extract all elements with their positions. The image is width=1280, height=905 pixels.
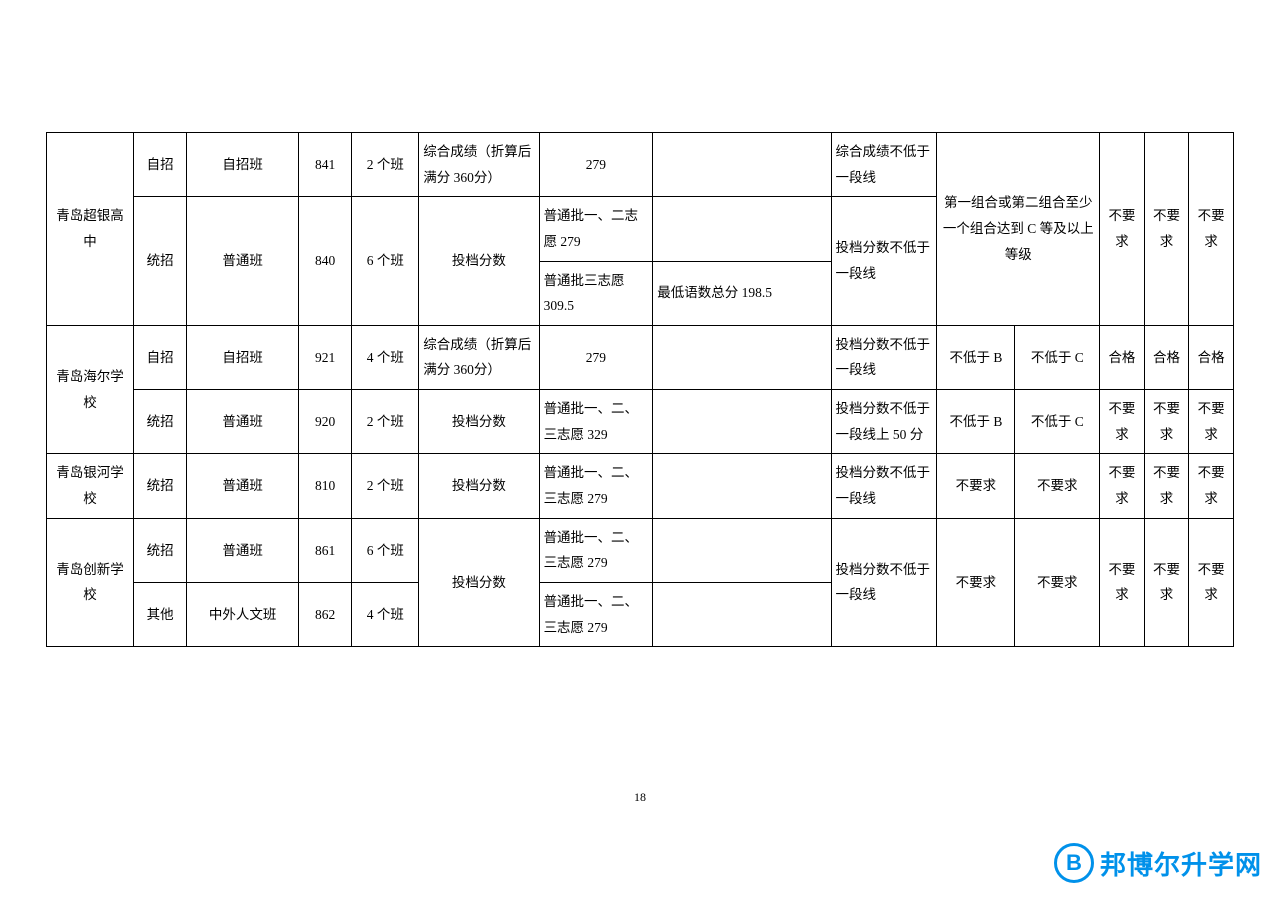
- enroll-type: 统招: [133, 518, 186, 582]
- score-label: 投档分数: [419, 197, 539, 326]
- table-row: 青岛创新学校 统招 普通班 861 6 个班 投档分数 普通批一、二、三志愿 2…: [47, 518, 1234, 582]
- req1: 投档分数不低于一段线: [831, 518, 937, 647]
- class-name: 自招班: [187, 325, 298, 389]
- batch: 279: [539, 325, 653, 389]
- req-c11: 不要求: [1015, 454, 1100, 518]
- table-row: 青岛银河学校 统招 普通班 810 2 个班 投档分数 普通批一、二、三志愿 2…: [47, 454, 1234, 518]
- class-count: 2 个班: [352, 133, 419, 197]
- code: 810: [298, 454, 351, 518]
- note: [653, 133, 831, 197]
- req-c13: 不要求: [1144, 518, 1189, 647]
- class-count: 2 个班: [352, 454, 419, 518]
- class-count: 4 个班: [352, 582, 419, 646]
- code: 862: [298, 582, 351, 646]
- req-c11: 不低于 C: [1015, 390, 1100, 454]
- document-page: 青岛超银高中 自招 自招班 841 2 个班 综合成绩（折算后满分 360分） …: [0, 0, 1280, 647]
- watermark-logo-icon: B: [1054, 843, 1094, 883]
- note: [653, 197, 831, 261]
- req-c11: 不要求: [1015, 518, 1100, 647]
- req-combo: 第一组合或第二组合至少一个组合达到 C 等及以上等级: [937, 133, 1100, 326]
- req-c10: 不要求: [937, 518, 1015, 647]
- note: [653, 518, 831, 582]
- class-name: 中外人文班: [187, 582, 298, 646]
- class-name: 普通班: [187, 197, 298, 326]
- code: 861: [298, 518, 351, 582]
- req-c13: 不要求: [1144, 454, 1189, 518]
- note: [653, 325, 831, 389]
- batch: 普通批一、二、三志愿 279: [539, 454, 653, 518]
- class-count: 6 个班: [352, 518, 419, 582]
- note: [653, 454, 831, 518]
- req-c13: 不要求: [1144, 390, 1189, 454]
- code: 921: [298, 325, 351, 389]
- admissions-table: 青岛超银高中 自招 自招班 841 2 个班 综合成绩（折算后满分 360分） …: [46, 132, 1234, 647]
- score-label: 综合成绩（折算后满分 360分）: [419, 133, 539, 197]
- class-name: 普通班: [187, 454, 298, 518]
- batch: 普通批一、二、三志愿 329: [539, 390, 653, 454]
- code: 841: [298, 133, 351, 197]
- score-label: 投档分数: [419, 518, 539, 647]
- watermark-text: 邦博尔升学网: [1100, 845, 1262, 882]
- enroll-type: 统招: [133, 390, 186, 454]
- code: 920: [298, 390, 351, 454]
- school-name: 青岛海尔学校: [47, 325, 134, 454]
- req1: 投档分数不低于一段线上 50 分: [831, 390, 937, 454]
- req-c13: 不要求: [1144, 133, 1189, 326]
- req1: 投档分数不低于一段线: [831, 197, 937, 326]
- enroll-type: 自招: [133, 325, 186, 389]
- school-name: 青岛超银高中: [47, 133, 134, 326]
- batch: 普通批一、二、三志愿 279: [539, 518, 653, 582]
- table-row: 青岛超银高中 自招 自招班 841 2 个班 综合成绩（折算后满分 360分） …: [47, 133, 1234, 197]
- enroll-type: 其他: [133, 582, 186, 646]
- score-label: 投档分数: [419, 454, 539, 518]
- watermark: B 邦博尔升学网: [1054, 843, 1262, 883]
- school-name: 青岛银河学校: [47, 454, 134, 518]
- req-c13: 合格: [1144, 325, 1189, 389]
- class-count: 4 个班: [352, 325, 419, 389]
- score-label: 综合成绩（折算后满分 360分）: [419, 325, 539, 389]
- enroll-type: 统招: [133, 454, 186, 518]
- req-c10: 不低于 B: [937, 390, 1015, 454]
- enroll-type: 自招: [133, 133, 186, 197]
- class-name: 普通班: [187, 390, 298, 454]
- req-c14: 不要求: [1189, 133, 1234, 326]
- class-name: 自招班: [187, 133, 298, 197]
- code: 840: [298, 197, 351, 326]
- req-c14: 不要求: [1189, 390, 1234, 454]
- table-row: 统招 普通班 920 2 个班 投档分数 普通批一、二、三志愿 329 投档分数…: [47, 390, 1234, 454]
- req-c12: 不要求: [1100, 390, 1145, 454]
- class-name: 普通班: [187, 518, 298, 582]
- req-c14: 不要求: [1189, 454, 1234, 518]
- batch: 普通批三志愿 309.5: [539, 261, 653, 325]
- enroll-type: 统招: [133, 197, 186, 326]
- note: 最低语数总分 198.5: [653, 261, 831, 325]
- note: [653, 582, 831, 646]
- class-count: 6 个班: [352, 197, 419, 326]
- req-c14: 合格: [1189, 325, 1234, 389]
- table-row: 青岛海尔学校 自招 自招班 921 4 个班 综合成绩（折算后满分 360分） …: [47, 325, 1234, 389]
- req-c12: 不要求: [1100, 518, 1145, 647]
- req1: 综合成绩不低于一段线: [831, 133, 937, 197]
- req1: 投档分数不低于一段线: [831, 454, 937, 518]
- req-c11: 不低于 C: [1015, 325, 1100, 389]
- req-c12: 不要求: [1100, 133, 1145, 326]
- req-c14: 不要求: [1189, 518, 1234, 647]
- req-c12: 合格: [1100, 325, 1145, 389]
- req-c10: 不要求: [937, 454, 1015, 518]
- batch: 普通批一、二志愿 279: [539, 197, 653, 261]
- class-count: 2 个班: [352, 390, 419, 454]
- req-c10: 不低于 B: [937, 325, 1015, 389]
- note: [653, 390, 831, 454]
- school-name: 青岛创新学校: [47, 518, 134, 647]
- batch: 普通批一、二、三志愿 279: [539, 582, 653, 646]
- score-label: 投档分数: [419, 390, 539, 454]
- page-number: 18: [0, 790, 1280, 805]
- req1: 投档分数不低于一段线: [831, 325, 937, 389]
- req-c12: 不要求: [1100, 454, 1145, 518]
- batch: 279: [539, 133, 653, 197]
